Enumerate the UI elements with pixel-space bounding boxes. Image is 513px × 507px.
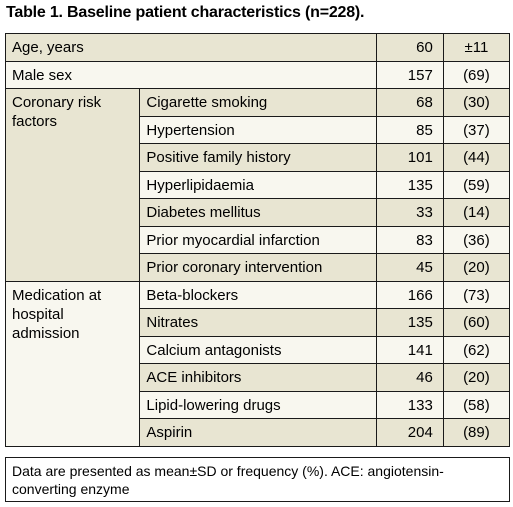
group-label-medication: Medication at hospital admission	[4, 280, 141, 447]
row-label: Male sex	[5, 60, 377, 89]
row-value: 135	[375, 308, 444, 337]
table-row: Male sex 157 (69)	[5, 60, 511, 89]
row-value: 83	[375, 225, 444, 254]
table-row: Coronary risk factors Cigarette smoking …	[4, 88, 511, 282]
row-label: Prior coronary intervention	[139, 253, 377, 282]
baseline-characteristics-table: Age, years 60 ±11 Male sex 157 (69) Coro…	[4, 33, 511, 447]
row-label: Age, years	[5, 33, 377, 62]
row-label: ACE inhibitors	[139, 363, 377, 392]
table-row: Prior coronary intervention 45 (20)	[5, 253, 511, 282]
row-extra: (30)	[442, 88, 511, 117]
row-value: 45	[375, 253, 444, 282]
row-value: 204	[375, 418, 444, 447]
row-value: 68	[375, 88, 444, 117]
row-label: Prior myocardial infarction	[139, 225, 377, 254]
table-row: Age, years 60 ±11	[5, 33, 511, 62]
row-value: 157	[375, 60, 444, 89]
row-label: Diabetes mellitus	[139, 198, 377, 227]
row-value: 60	[375, 33, 444, 62]
row-label: Nitrates	[139, 308, 377, 337]
table-title: Table 1. Baseline patient characteristic…	[6, 4, 365, 21]
row-extra: (73)	[442, 280, 511, 309]
row-value: 46	[375, 363, 444, 392]
row-extra: (59)	[442, 170, 511, 199]
row-value: 135	[375, 170, 444, 199]
row-extra: (58)	[442, 390, 511, 419]
row-label: Hypertension	[139, 115, 377, 144]
row-label: Positive family history	[139, 143, 377, 172]
row-label: Beta-blockers	[139, 280, 377, 309]
row-extra: (69)	[442, 60, 511, 89]
row-extra: (89)	[442, 418, 511, 447]
row-value: 133	[375, 390, 444, 419]
row-extra: (62)	[442, 335, 511, 364]
row-extra: (20)	[442, 363, 511, 392]
row-extra: (20)	[442, 253, 511, 282]
table-row: Medication at hospital admission Beta-bl…	[4, 280, 511, 447]
table-row: Hypertension 85 (37)	[5, 115, 511, 144]
row-value: 33	[375, 198, 444, 227]
row-extra: (44)	[442, 143, 511, 172]
group-label-risk: Coronary risk factors	[4, 88, 141, 282]
row-extra: (60)	[442, 308, 511, 337]
row-extra: (37)	[442, 115, 511, 144]
row-value: 141	[375, 335, 444, 364]
row-label: Calcium antagonists	[139, 335, 377, 364]
table-row: Aspirin 204 (89)	[5, 418, 511, 447]
row-extra: (14)	[442, 198, 511, 227]
row-value: 101	[375, 143, 444, 172]
row-value: 166	[375, 280, 444, 309]
row-label: Lipid-lowering drugs	[139, 390, 377, 419]
row-value: 85	[375, 115, 444, 144]
row-extra: ±11	[442, 33, 511, 62]
table-footnote: Data are presented as mean±SD or frequen…	[5, 457, 510, 502]
row-label: Cigarette smoking	[139, 88, 377, 117]
row-label: Hyperlipidaemia	[139, 170, 377, 199]
row-label: Aspirin	[139, 418, 377, 447]
row-extra: (36)	[442, 225, 511, 254]
